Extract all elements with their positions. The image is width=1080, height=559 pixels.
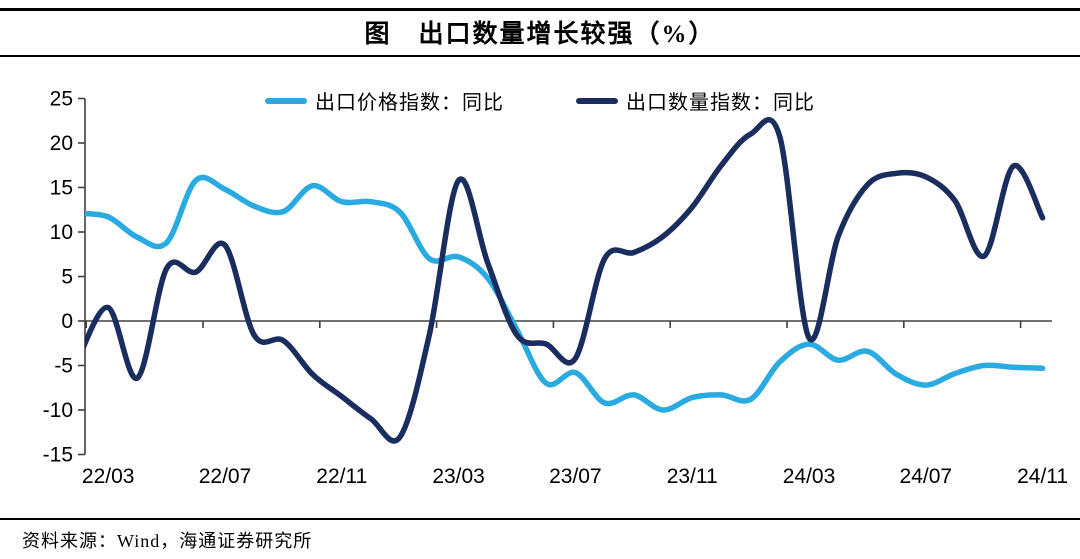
legend-label-quantity: 出口数量指数：同比 [626, 92, 815, 114]
svg-text:-5: -5 [54, 355, 73, 378]
title-divider [0, 55, 1080, 57]
svg-text:22/11: 22/11 [316, 465, 367, 488]
price-index-line [85, 174, 1046, 413]
svg-text:0: 0 [61, 310, 73, 333]
svg-text:23/03: 23/03 [432, 465, 485, 488]
svg-text:15: 15 [50, 177, 73, 200]
svg-text:23/07: 23/07 [549, 465, 602, 488]
svg-text:-15: -15 [43, 444, 73, 467]
price-line-swatch-icon [265, 97, 307, 104]
svg-text:24/07: 24/07 [900, 465, 953, 488]
quantity-line-swatch-icon [576, 97, 618, 104]
top-divider [0, 8, 1080, 11]
svg-text:25: 25 [50, 88, 73, 111]
data-source-note: 资料来源：Wind，海通证券研究所 [22, 531, 313, 551]
footer-divider [0, 518, 1080, 520]
legend-label-price: 出口价格指数：同比 [315, 92, 504, 114]
svg-text:24/11: 24/11 [1017, 465, 1068, 488]
legend-item-quantity: 出口数量指数：同比 [576, 86, 815, 115]
svg-text:5: 5 [61, 266, 73, 289]
svg-text:22/07: 22/07 [199, 465, 252, 488]
quantity-index-line [85, 117, 1046, 444]
svg-text:10: 10 [50, 221, 73, 244]
svg-text:-10: -10 [43, 399, 73, 422]
chart-title: 图 出口数量增长较强（%） [364, 21, 716, 48]
legend-item-price: 出口价格指数：同比 [265, 86, 504, 115]
svg-text:20: 20 [50, 132, 73, 155]
svg-text:23/11: 23/11 [667, 465, 718, 488]
svg-text:22/03: 22/03 [82, 465, 135, 488]
svg-text:24/03: 24/03 [783, 465, 836, 488]
chart-legend: 出口价格指数：同比 出口数量指数：同比 [0, 86, 1080, 115]
